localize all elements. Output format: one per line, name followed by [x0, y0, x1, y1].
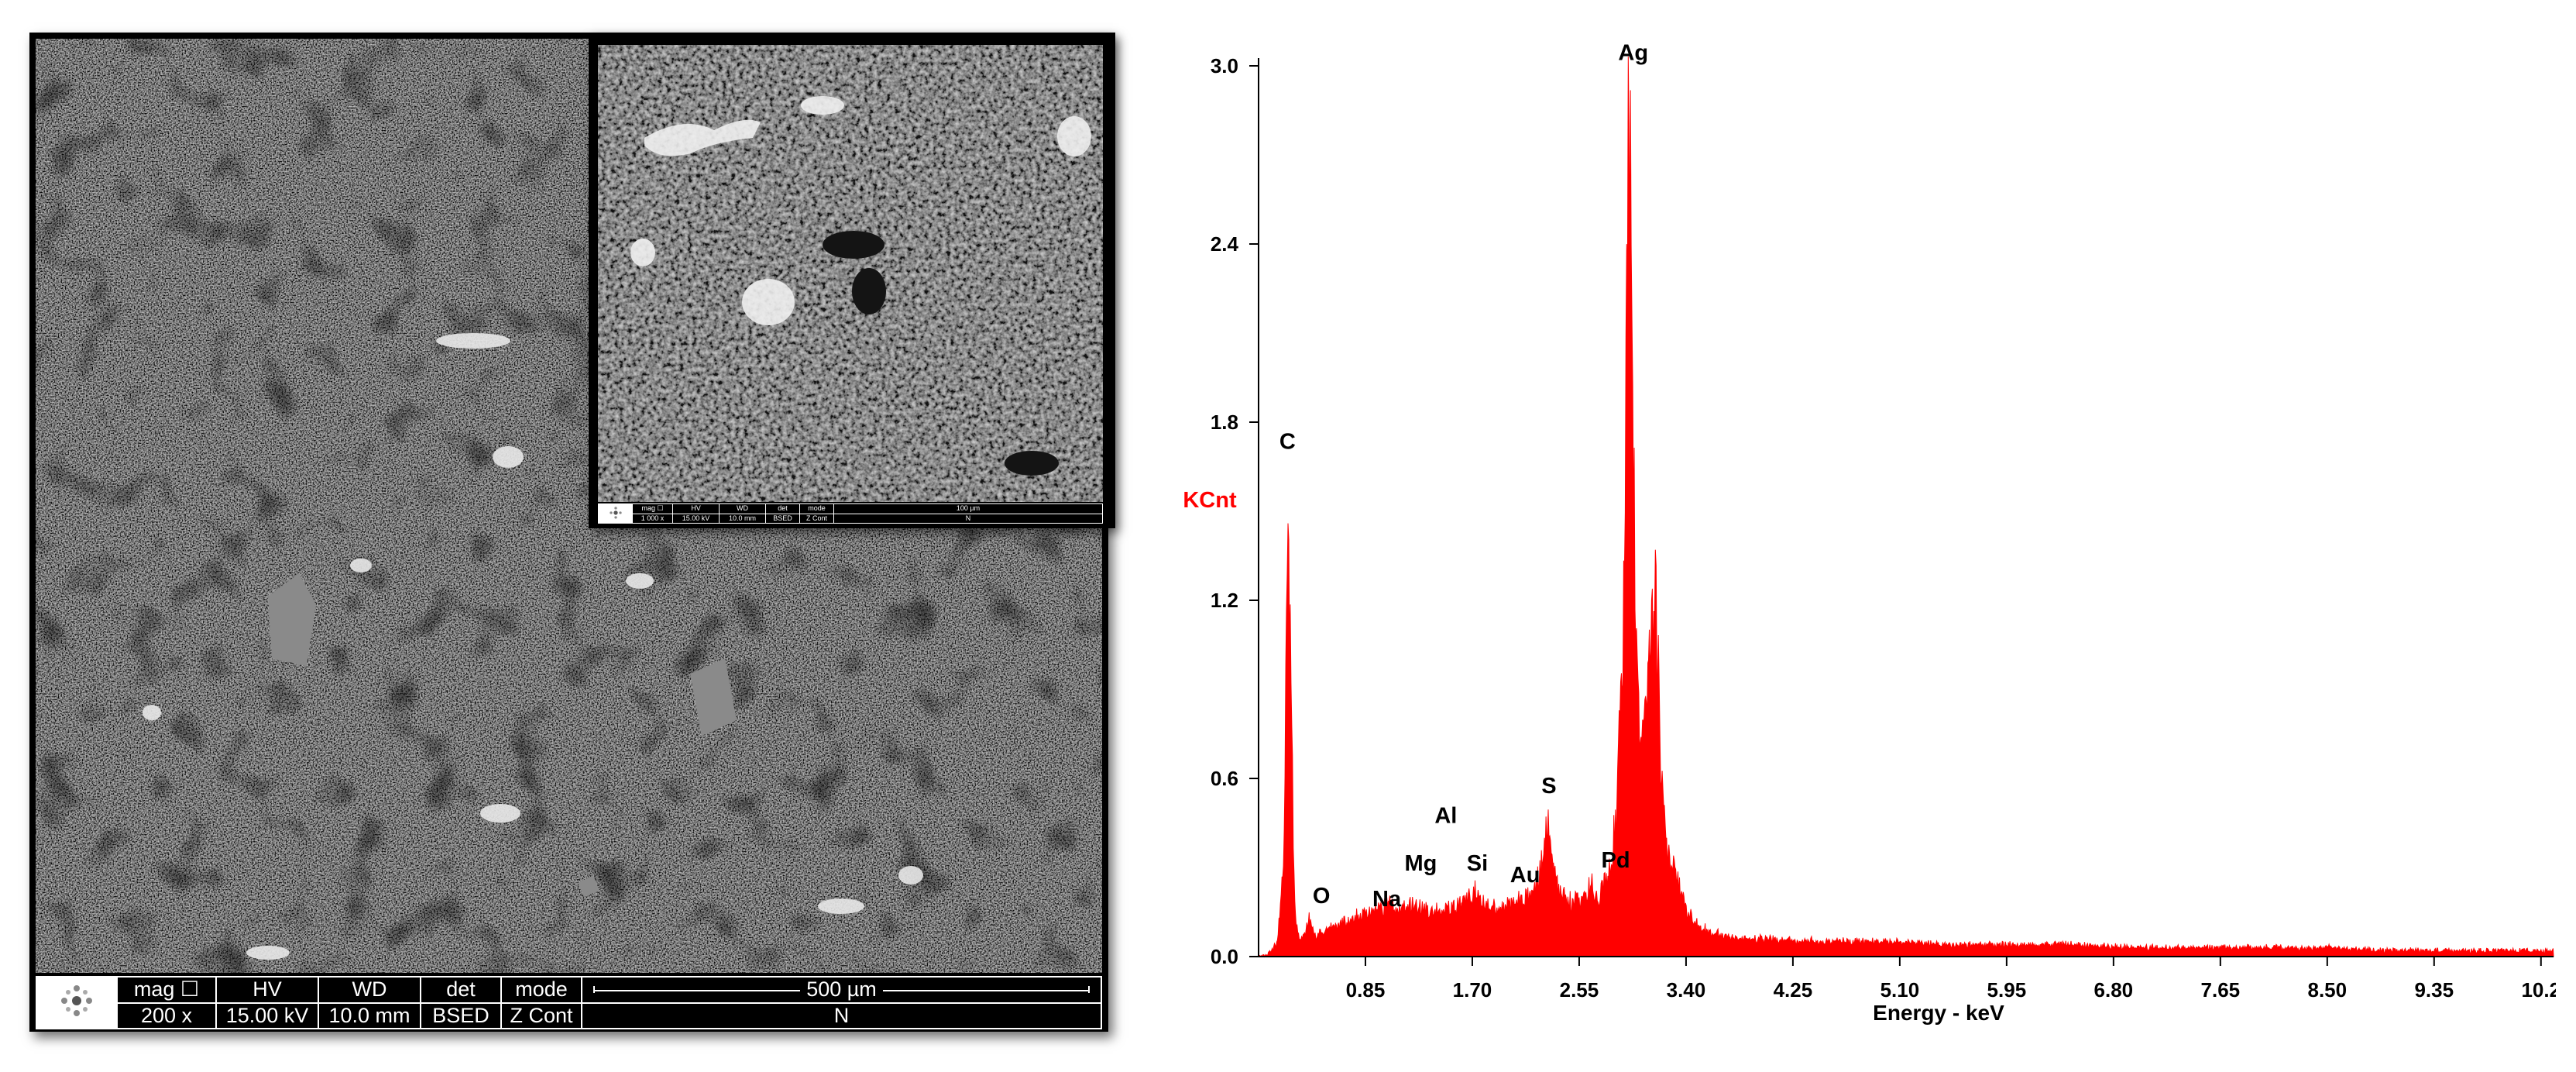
inset-mag-label: mag ☐ [632, 503, 673, 514]
eds-spectrum-chart: 0.0 0.6 1.2 1.8 2.4 3.0 0.85 1.70 2.55 3.40 4.25 5.… [1183, 40, 2556, 1025]
inset-mode-value: Z Cont [799, 513, 834, 524]
x-tick-label: 5.10 [1880, 978, 1920, 1002]
inset-dark-pores [823, 231, 1059, 476]
y-tick-label: 0.0 [1211, 945, 1238, 968]
inset-bright-particles [630, 96, 1091, 325]
x-axis-label: Energy - keV [1873, 1001, 2004, 1025]
peak-label-s: S [1541, 774, 1556, 799]
spectrum-series [1258, 56, 2554, 958]
fei-logo-icon [61, 985, 92, 1016]
peak-label-pd: Pd [1601, 848, 1630, 873]
hv-label: HV [215, 976, 319, 1004]
det-label: det [420, 976, 502, 1004]
x-tick-label: 1.70 [1453, 978, 1492, 1002]
mode-label: mode [500, 976, 582, 1004]
x-tick-label: 9.35 [2414, 978, 2454, 1002]
inset-wd-label: WD [719, 503, 766, 514]
peak-label-c: C [1279, 430, 1296, 455]
peak-label-si: Si [1467, 851, 1488, 876]
y-axis-label: KCnt [1183, 488, 1237, 513]
scale-bar: 500 µm [581, 976, 1102, 1004]
sem-inset-databar-table: mag ☐ HV WD det mode 100 µm 1 000 x 15.0… [598, 503, 1103, 524]
peak-label-na: Na [1372, 887, 1402, 912]
mode-value: Z Cont [500, 1002, 582, 1029]
grey-particles [268, 573, 737, 897]
wd-value: 10.0 mm [318, 1002, 421, 1029]
inset-orientation-label: N [833, 513, 1103, 524]
inset-fei-logo-icon [609, 507, 622, 519]
x-tick-label: 3.40 [1667, 978, 1706, 1002]
peak-label-al: Al [1434, 804, 1457, 829]
inset-mag-value: 1 000 x [632, 513, 673, 524]
x-tick-label: 5.95 [1987, 978, 2027, 1002]
mag-value: 200 x [116, 1002, 217, 1029]
inset-mode-label: mode [799, 503, 834, 514]
inset-wd-value: 10.0 mm [719, 513, 766, 524]
sem-inset-image [598, 45, 1103, 502]
det-value: BSED [420, 1002, 502, 1029]
inset-fei-logo [598, 503, 633, 524]
sem-inset-panel: mag ☐ HV WD det mode 100 µm 1 000 x 15.0… [589, 33, 1115, 528]
sem-inset-databar: mag ☐ HV WD det mode 100 µm 1 000 x 15.0… [598, 503, 1103, 524]
y-tick-label: 0.6 [1211, 767, 1238, 790]
x-tick-label: 0.85 [1346, 978, 1386, 1002]
hv-value: 15.00 kV [215, 1002, 319, 1029]
peak-label-au: Au [1510, 863, 1540, 888]
inset-det-value: BSED [765, 513, 800, 524]
y-tick-label: 1.2 [1211, 589, 1238, 612]
inset-scale-label: 100 µm [833, 503, 1103, 514]
fei-logo [36, 976, 118, 1029]
sem-databar-table: mag ☐ HV WD det mode 500 µm 200 x 15.00 … [36, 976, 1102, 1029]
plot-area: 0.0 0.6 1.2 1.8 2.4 3.0 0.85 1.70 2.55 3.40 4.25 5.… [1211, 40, 2556, 1002]
x-tick-label: 6.80 [2094, 978, 2134, 1002]
inset-hv-label: HV [672, 503, 720, 514]
x-tick-label: 8.50 [2308, 978, 2348, 1002]
x-tick-label: 10.2 [2521, 978, 2556, 1002]
x-tick-label: 4.25 [1774, 978, 1813, 1002]
inset-det-label: det [765, 503, 800, 514]
peak-label-ag: Ag [1618, 40, 1648, 65]
inset-hv-value: 15.00 kV [672, 513, 720, 524]
scale-label: 500 µm [800, 978, 883, 1002]
bright-particles [143, 333, 923, 960]
wd-label: WD [318, 976, 421, 1004]
peak-label-mg: Mg [1404, 851, 1437, 876]
x-tick-label: 2.55 [1560, 978, 1599, 1002]
x-tick-label: 7.65 [2201, 978, 2241, 1002]
y-tick-label: 2.4 [1211, 232, 1239, 256]
orientation-label: N [581, 1002, 1102, 1029]
peak-label-o: O [1313, 884, 1331, 909]
y-tick-label: 1.8 [1211, 411, 1238, 434]
mag-label: mag ☐ [116, 976, 217, 1004]
y-tick-label: 3.0 [1211, 54, 1238, 77]
sem-databar: mag ☐ HV WD det mode 500 µm 200 x 15.00 … [36, 976, 1102, 1029]
